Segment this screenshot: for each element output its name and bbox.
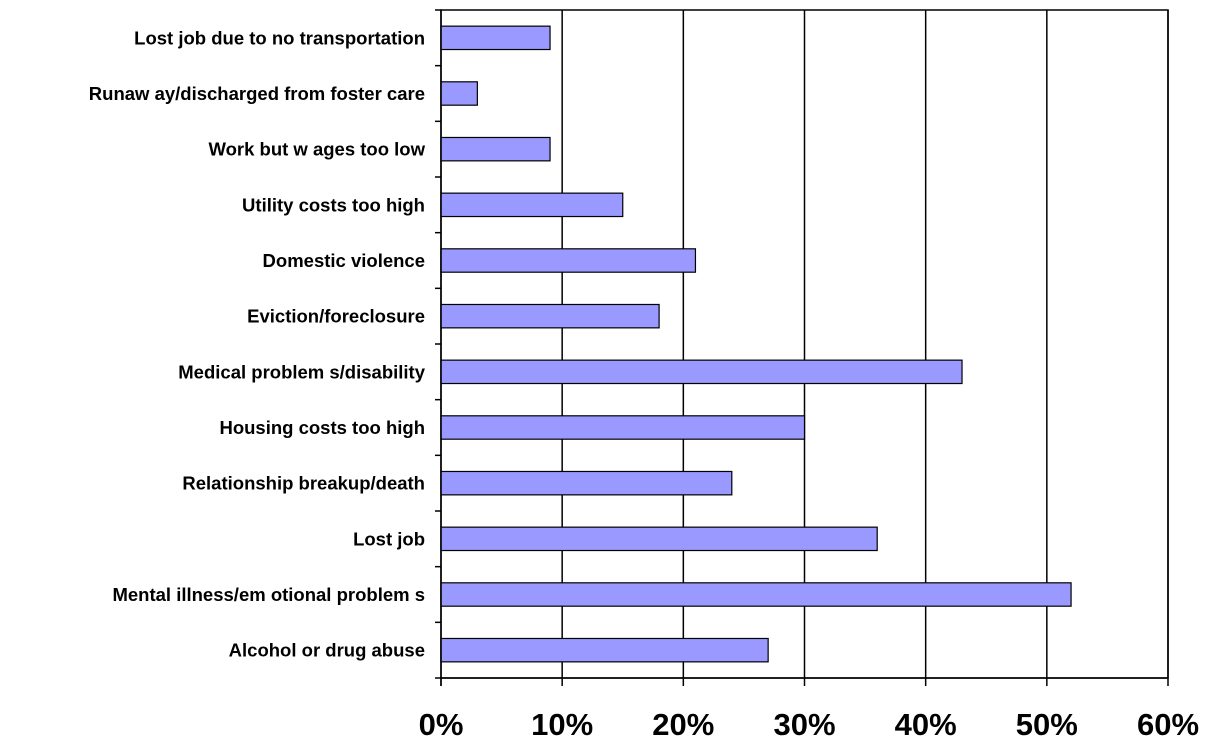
bars [440,25,1072,663]
bar [440,359,963,385]
x-tick-label: 60% [1137,707,1199,742]
bar [440,303,660,329]
category-label: Domestic violence [263,250,425,271]
x-tick-label: 0% [419,707,464,742]
bar [440,582,1072,607]
bar [440,470,733,496]
category-label: Work but w ages too low [208,139,425,160]
x-tick-label: 10% [531,707,593,742]
category-label: Relationship breakup/death [182,473,425,494]
axes [435,9,1169,686]
bar [440,25,551,51]
bar [440,192,624,218]
x-tick-label: 20% [652,707,714,742]
bar [440,415,806,440]
category-label: Medical problem s/disability [178,361,425,382]
category-label: Alcohol or drug abuse [229,640,425,661]
bar [440,136,551,162]
category-label: Housing costs too high [219,417,425,438]
category-label: Runaw ay/discharged from foster care [89,83,425,104]
category-labels: Lost job due to no transportation Runaw a… [89,27,426,660]
x-tick-label: 50% [1016,707,1078,742]
category-label: Utility costs too high [242,194,425,215]
gridlines [561,10,1169,678]
bar [440,526,878,552]
x-tick-label: 30% [773,707,835,742]
bar [440,81,478,106]
x-tick-labels: 0% 10% 20% 30% 40% 50% 60% [419,707,1199,742]
bar [440,248,697,273]
category-label: Mental illness/em otional problem s [112,584,425,605]
bar [440,637,769,663]
category-label: Lost job due to no transportation [134,27,425,48]
category-label: Lost job [353,528,425,549]
x-tick-label: 40% [895,707,957,742]
category-label: Eviction/foreclosure [247,306,425,327]
